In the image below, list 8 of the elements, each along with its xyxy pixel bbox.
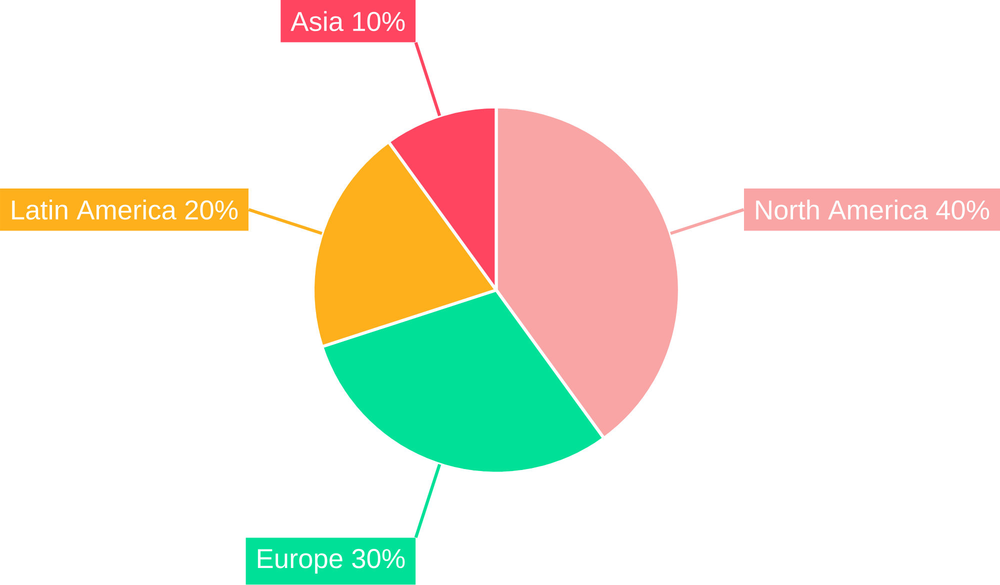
data-label: 30% <box>352 549 405 568</box>
data-label: 10% <box>353 12 405 32</box>
slice-label: Latin America <box>12 200 176 220</box>
data-label: 20% <box>185 200 238 220</box>
slice-label: Europe <box>258 549 342 574</box>
slice-label: North America <box>756 200 928 220</box>
slice-label: Asia <box>290 11 344 32</box>
data-label: 40% <box>936 200 990 220</box>
